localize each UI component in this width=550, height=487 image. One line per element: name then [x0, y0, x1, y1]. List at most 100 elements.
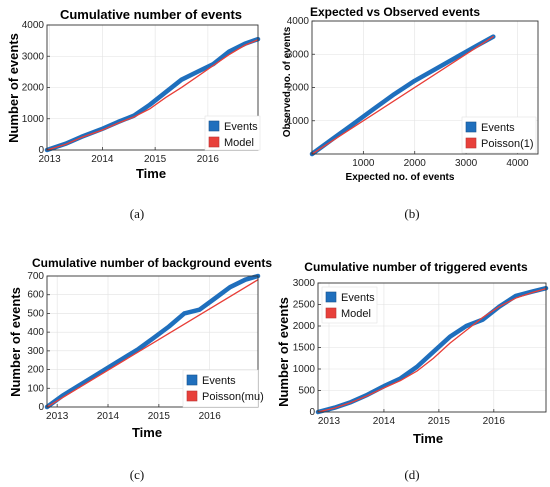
- subfigure-label: (a): [130, 206, 144, 221]
- y-tick-label: 0: [38, 145, 44, 156]
- legend-label: Events: [202, 375, 236, 387]
- y-axis-label: Observed no. of events: [282, 26, 293, 137]
- legend: Events Poisson(mu): [182, 369, 264, 408]
- legend-swatch: [186, 390, 198, 402]
- y-tick-label: 700: [27, 271, 44, 282]
- y-tick-label: 500: [27, 308, 44, 319]
- plot-area: 0 1000 2000 3000 4000 2013 2014 2015 2016 Events M…: [22, 20, 261, 165]
- series-line-model-overlay: [317, 288, 547, 413]
- x-axis-label: Time: [413, 431, 443, 446]
- plot-frame: [46, 275, 259, 408]
- plot-area: 0 500 1000 1500 2000 2500 3000 2013 2014 2015 2016…: [293, 278, 549, 427]
- y-axis-label-text: Observed no. of events: [282, 26, 293, 137]
- legend-label: Events: [481, 122, 515, 134]
- y-tick-label: 300: [27, 346, 44, 357]
- y-axis-label-text: Number of events: [276, 297, 291, 407]
- subfigure-label: (d): [404, 467, 419, 482]
- x-axis-label: Expected no. of events: [346, 172, 455, 183]
- legend-label: Events: [224, 121, 258, 133]
- y-tick-label: 200: [27, 365, 44, 376]
- x-tick-label: 3000: [455, 158, 478, 169]
- y-tick-label: 500: [298, 386, 315, 397]
- plot-area: 0 100 200 300 400 500 600 700 2013 2014 2015 2016 Ev…: [27, 271, 263, 422]
- chart-title: Expected vs Observed events: [310, 5, 480, 19]
- y-tick-label: 0: [38, 402, 44, 413]
- legend-label: Events: [341, 292, 375, 304]
- y-tick-label: 0: [309, 407, 315, 418]
- y-tick-label: 4000: [22, 20, 45, 31]
- y-tick-label: 1000: [293, 364, 316, 375]
- x-tick-label: 2000: [404, 158, 427, 169]
- legend-swatch: [325, 307, 337, 319]
- x-tick-label: 2013: [318, 416, 341, 427]
- x-tick-label: 2016: [197, 154, 220, 165]
- series-line-events: [309, 34, 496, 157]
- legend: Events Model: [321, 286, 378, 324]
- legend-label: Poisson(1): [481, 138, 534, 150]
- x-axis-label: Time: [136, 166, 166, 181]
- x-tick-label: 2015: [144, 154, 167, 165]
- y-tick-label: 1000: [22, 114, 45, 125]
- x-axis-label: Time: [132, 425, 162, 440]
- legend-swatch: [465, 121, 477, 133]
- x-tick-label: 2016: [483, 416, 506, 427]
- panel-d: Cumulative number of triggered events Nu…: [276, 260, 549, 482]
- y-axis-label-text: Number of events: [8, 287, 23, 397]
- x-tick-label: 2013: [46, 411, 69, 422]
- x-tick-label: 4000: [506, 158, 529, 169]
- panel-a: Cumulative number of events Number of ev…: [6, 7, 261, 221]
- plot-frame: [311, 20, 539, 155]
- x-tick-label: 2014: [91, 154, 114, 165]
- plot-area: 1000 2000 3000 4000 1000 2000 3000 4000 Events Po…: [287, 16, 539, 169]
- x-tick-label: 2015: [428, 416, 451, 427]
- subfigure-label: (c): [130, 467, 144, 482]
- y-axis-label: Number of events: [276, 297, 291, 407]
- legend-swatch: [208, 136, 220, 148]
- panel-c: Cumulative number of background events N…: [8, 256, 272, 482]
- y-tick-label: 1500: [293, 343, 316, 354]
- chart-title: Cumulative number of background events: [32, 256, 272, 270]
- y-tick-label: 1000: [287, 116, 310, 127]
- legend: Events Poisson(1): [461, 116, 537, 154]
- y-axis-label-text: Number of events: [6, 33, 21, 143]
- series-line-model-overlay: [46, 279, 259, 408]
- series-line-model-overlay: [311, 36, 494, 155]
- y-tick-label: 100: [27, 383, 44, 394]
- y-tick-label: 3000: [287, 49, 310, 60]
- x-tick-label: 2014: [97, 411, 120, 422]
- x-tick-label: 2015: [148, 411, 171, 422]
- series-line-events: [44, 273, 261, 410]
- plot-frame: [46, 24, 259, 151]
- y-tick-label: 4000: [287, 16, 310, 27]
- legend-swatch: [465, 137, 477, 149]
- legend-label: Model: [224, 137, 254, 149]
- series-line-model-overlay: [46, 39, 259, 151]
- y-tick-label: 3000: [22, 51, 45, 62]
- y-tick-label: 2500: [293, 300, 316, 311]
- y-tick-label: 2000: [22, 83, 45, 94]
- plot-frame: [317, 282, 547, 413]
- legend: Events Model: [204, 115, 261, 151]
- y-tick-label: 2000: [287, 83, 310, 94]
- subfigure-label: (b): [404, 206, 419, 221]
- x-tick-label: 2013: [39, 154, 62, 165]
- legend-swatch: [325, 291, 337, 303]
- series-line-events: [44, 36, 261, 153]
- x-tick-label: 2014: [373, 416, 396, 427]
- chart-title: Cumulative number of triggered events: [304, 260, 528, 274]
- y-tick-label: 2000: [293, 321, 316, 332]
- panel-b: Expected vs Observed events Observed no.…: [282, 5, 539, 221]
- x-tick-label: 2016: [199, 411, 222, 422]
- y-tick-label: 3000: [293, 278, 316, 289]
- legend-label: Model: [341, 308, 371, 320]
- y-tick-label: 400: [27, 327, 44, 338]
- chart-title: Cumulative number of events: [60, 7, 242, 22]
- y-axis-label: Number of events: [6, 33, 21, 143]
- y-axis-label: Number of events: [8, 287, 23, 397]
- legend-label: Poisson(mu): [202, 391, 264, 403]
- y-tick-label: 600: [27, 290, 44, 301]
- legend-swatch: [186, 374, 198, 386]
- x-tick-label: 1000: [352, 158, 375, 169]
- legend-swatch: [208, 120, 220, 132]
